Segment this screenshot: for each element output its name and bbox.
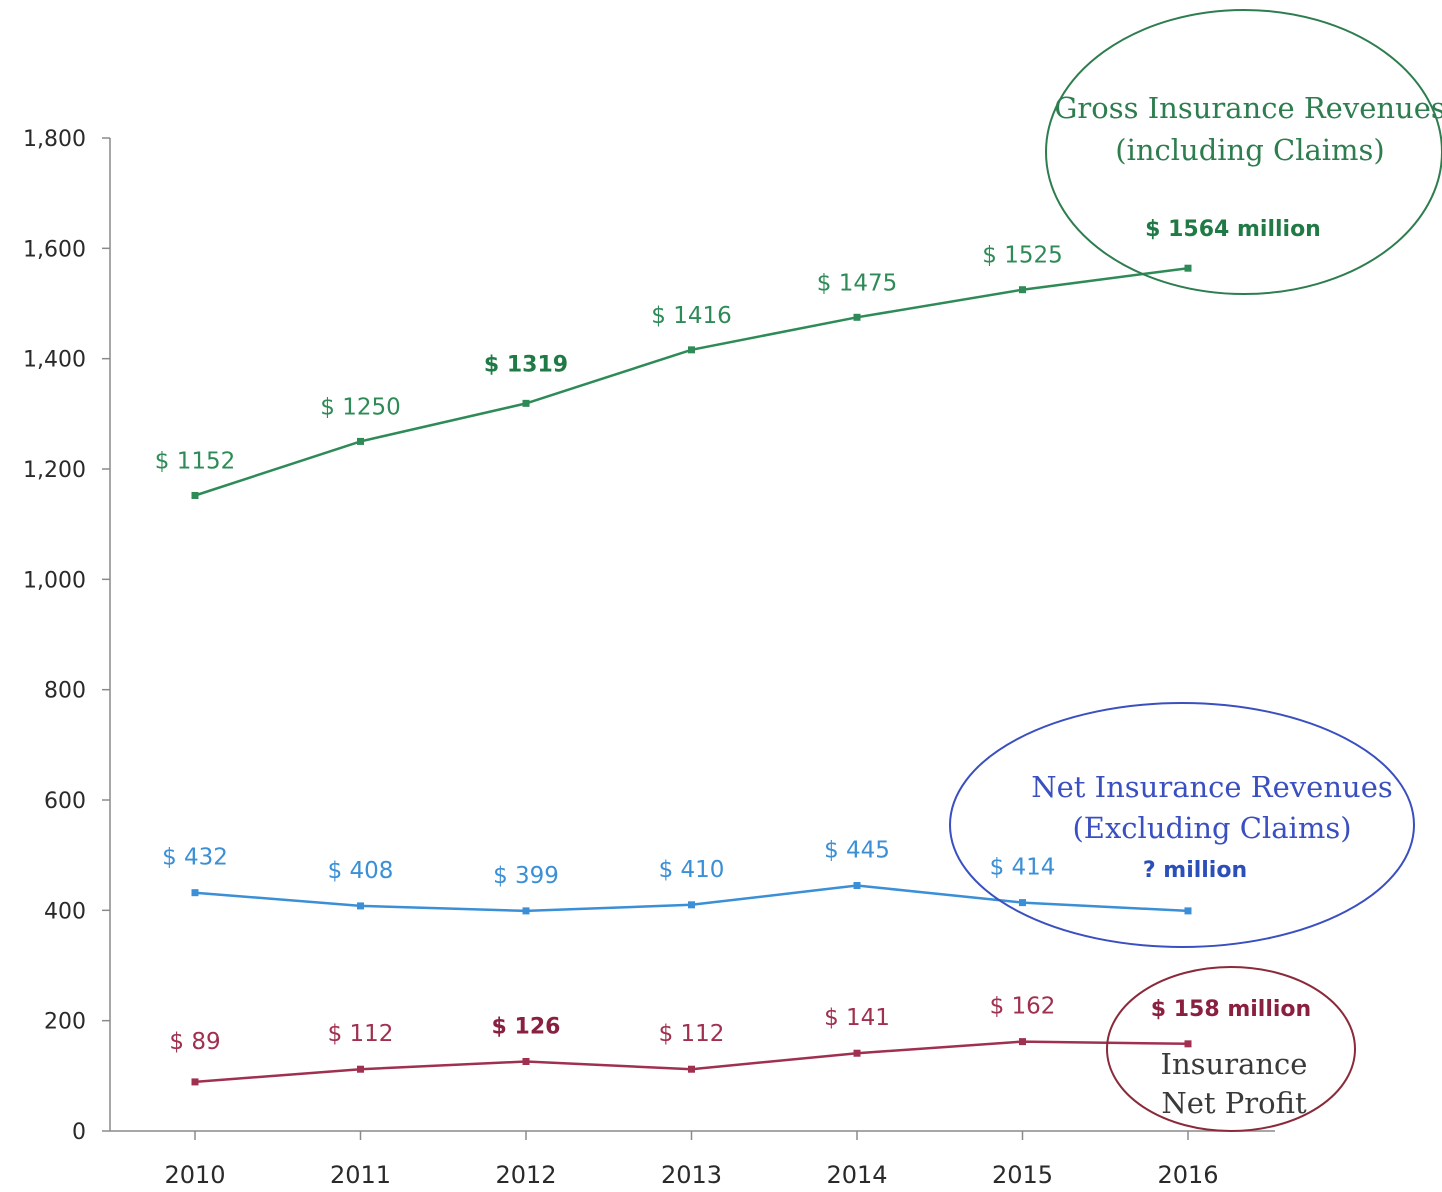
net-data-label: $ 414 <box>990 855 1056 881</box>
net-callout-line-2: (Excluding Claims) <box>1072 811 1351 845</box>
net-point <box>853 882 861 890</box>
y-tick-label: 400 <box>44 899 86 924</box>
net-point <box>522 907 530 915</box>
x-tick-label: 2013 <box>661 1161 722 1189</box>
gross-point <box>688 346 695 354</box>
x-tick-label: 2016 <box>1157 1161 1218 1189</box>
profit-point <box>191 1078 199 1086</box>
profit-point <box>1019 1038 1026 1046</box>
net-data-label: $ 410 <box>659 857 725 883</box>
net-point <box>688 901 695 909</box>
y-tick-label: 600 <box>44 789 86 814</box>
profit-point <box>357 1065 364 1073</box>
profit-data-label: $ 112 <box>659 1021 725 1047</box>
net-callout-ellipse <box>949 702 1415 948</box>
gross-data-label: $ 1564 million <box>1145 217 1321 242</box>
net-data-label: $ 408 <box>328 858 394 884</box>
profit-callout-line-1: Insurance <box>1161 1047 1308 1081</box>
net-point <box>191 889 199 897</box>
profit-data-label: $ 89 <box>169 1029 220 1055</box>
y-tick-label: 1,400 <box>23 348 86 373</box>
x-tick-label: 2012 <box>495 1161 556 1189</box>
profit-point <box>1184 1040 1192 1048</box>
profit-data-label: $ 126 <box>492 1014 561 1039</box>
net-point <box>1019 899 1026 907</box>
axes: 0 200 400 600 800 1,000 1,200 1,400 1,600 1,800 20… <box>23 127 1275 1189</box>
callouts: Gross Insurance Revenues (including Clai… <box>949 9 1442 1132</box>
y-tick-label: 0 <box>72 1120 86 1145</box>
y-tick-label: 200 <box>44 1010 86 1035</box>
y-tick-label: 1,200 <box>23 458 86 483</box>
gross-point <box>357 437 364 445</box>
y-tick-label: 1,800 <box>23 127 86 152</box>
gross-data-label: $ 1525 <box>982 243 1062 269</box>
y-tick-label: 1,000 <box>23 568 86 593</box>
gross-callout-line-2: (including Claims) <box>1115 133 1384 167</box>
net-callout-line-1: Net Insurance Revenues <box>1031 770 1393 804</box>
net-data-label: $ 445 <box>824 838 890 864</box>
profit-series-line <box>194 1040 1189 1084</box>
gross-point <box>853 313 861 321</box>
profit-data-label: $ 112 <box>328 1021 394 1047</box>
net-data-label: $ 432 <box>162 845 228 871</box>
profit-data-label: $ 158 million <box>1151 997 1311 1022</box>
gross-callout-line-1: Gross Insurance Revenues <box>1054 91 1442 125</box>
profit-point <box>522 1057 530 1065</box>
gross-data-label: $ 1319 <box>484 352 568 377</box>
y-tick-label: 800 <box>44 679 86 704</box>
gross-callout-ellipse <box>1045 9 1442 295</box>
gross-data-label: $ 1250 <box>320 394 400 420</box>
gross-data-label: $ 1475 <box>817 270 897 296</box>
profit-point <box>853 1049 861 1057</box>
x-tick-label: 2014 <box>826 1161 887 1189</box>
net-point <box>357 902 364 910</box>
gross-data-label: $ 1416 <box>651 303 731 329</box>
net-point <box>1184 907 1192 915</box>
profit-point <box>688 1065 695 1073</box>
x-tick-label: 2010 <box>164 1161 225 1189</box>
gross-point <box>522 399 530 407</box>
gross-point <box>191 491 199 499</box>
net-data-label: $ 399 <box>493 863 559 889</box>
gross-point <box>1184 264 1192 272</box>
gross-data-label: $ 1152 <box>155 448 235 474</box>
data-labels: $ 1152 $ 1250 $ 1319 $ 1416 $ 1475 $ 1525 $ 15… <box>155 217 1321 1055</box>
profit-data-label: $ 141 <box>824 1005 890 1031</box>
profit-data-label: $ 162 <box>990 994 1056 1020</box>
x-tick-label: 2011 <box>330 1161 391 1189</box>
series-layer <box>191 264 1192 1086</box>
x-tick-label: 2015 <box>992 1161 1053 1189</box>
net-data-label: ? million <box>1143 858 1247 883</box>
y-tick-label: 1,600 <box>23 237 86 262</box>
profit-callout-line-2: Net Profit <box>1161 1086 1307 1120</box>
profit-callout-ellipse <box>1106 966 1356 1132</box>
gross-point <box>1019 286 1026 294</box>
